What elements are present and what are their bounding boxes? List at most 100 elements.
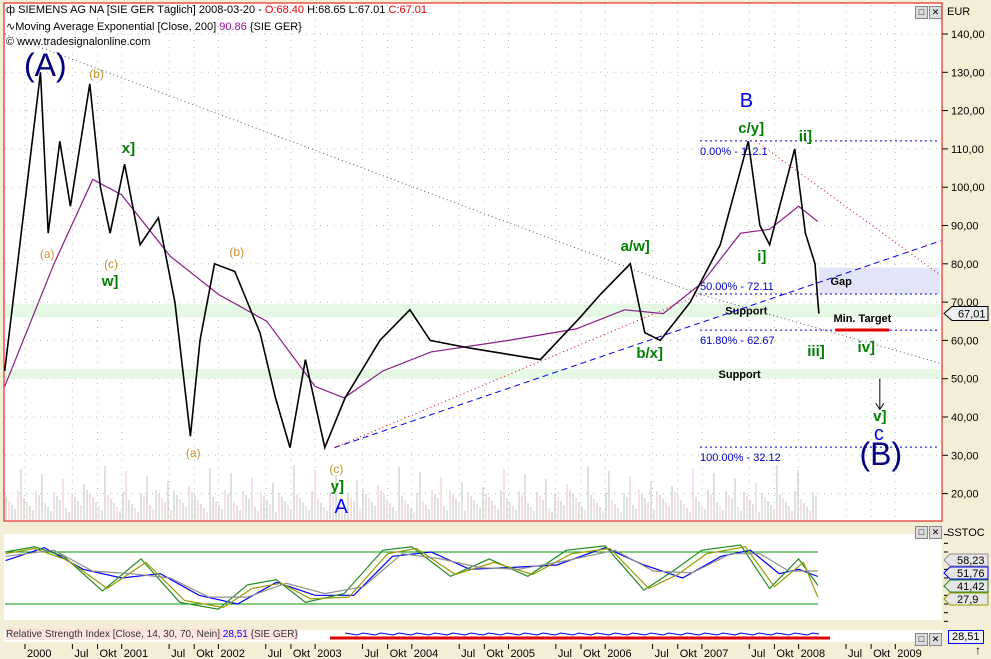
stoch-value-label: 41,42 — [957, 581, 985, 593]
stoch-close-button[interactable]: ✕ — [929, 526, 942, 539]
wave-label: v] — [873, 408, 886, 425]
y-tick-label: 120,00 — [951, 106, 985, 118]
stoch-line — [5, 549, 818, 598]
x-tick-label: Okt — [196, 648, 213, 659]
stoch-value-tag — [943, 553, 989, 567]
maximize-button[interactable]: □ — [915, 6, 928, 19]
wave-label: iv] — [858, 339, 876, 356]
copyright: © www.tradesignalonline.com — [6, 36, 151, 48]
close-value: C:67.01 — [388, 4, 427, 16]
x-tick-label: Jul — [364, 648, 378, 659]
x-tick-label: Okt — [583, 648, 600, 659]
x-tick-label: 2007 — [704, 648, 728, 659]
stoch-value-label: 27,9 — [957, 594, 978, 606]
wave-label: a/w] — [621, 238, 650, 255]
rsi-header: Relative Strength Index [Close, 14, 30, … — [6, 629, 298, 640]
x-tick-label: Okt — [100, 648, 117, 659]
close-button[interactable]: ✕ — [929, 6, 942, 19]
ma-value: 90.86 — [219, 21, 247, 33]
x-tick-label: 2001 — [124, 648, 148, 659]
high-low-values: H:68.65 L:67.01 — [304, 4, 389, 16]
x-tick-label: 2000 — [27, 648, 51, 659]
wave-label: (a) — [40, 247, 55, 261]
ma-icon: ∿ — [6, 21, 16, 33]
y-tick-label: 110,00 — [951, 144, 984, 156]
x-tick-label: 2005 — [511, 648, 535, 659]
x-tick-label: Okt — [680, 648, 697, 659]
rsi-line — [344, 632, 820, 636]
symbol-icon: ф — [6, 4, 19, 16]
zone-label: Support — [725, 306, 767, 318]
wave-label: y] — [331, 478, 344, 495]
wave-label: (a) — [186, 446, 201, 460]
stoch-value-label: 58,23 — [957, 555, 985, 567]
rsi-axis-value: 28,51 — [948, 630, 984, 644]
zone-gap — [818, 267, 940, 295]
ma-suffix: {SIE GER} — [246, 21, 302, 33]
x-tick-label: Jul — [268, 648, 282, 659]
x-tick-label: Okt — [390, 648, 407, 659]
zone-support — [5, 304, 940, 318]
wave-label: iii] — [807, 343, 825, 360]
last-price-tag — [943, 306, 989, 322]
wave-label: (b) — [89, 67, 104, 81]
wave-label: b/x] — [636, 345, 663, 362]
currency-label: EUR — [947, 6, 971, 18]
rsi-line: Relative Strength Index [Close, 14, 30, … — [6, 629, 223, 640]
wave-label: (B) — [859, 436, 902, 472]
y-tick-label: 90,00 — [951, 221, 979, 233]
wave-label: i] — [757, 248, 766, 265]
arrow-head — [875, 403, 885, 411]
fib-level-label: 0.00% - 112.1 — [700, 146, 768, 158]
ma-line: Moving Average Exponential [Close, 200] — [15, 21, 220, 33]
zone-support — [5, 369, 940, 379]
x-tick-label: Jul — [171, 648, 185, 659]
y-tick-label: 30,00 — [951, 450, 979, 462]
wave-label: w] — [101, 273, 119, 290]
y-tick-label: 130,00 — [951, 67, 985, 79]
stoch-line — [5, 546, 819, 609]
wave-label: c — [874, 423, 884, 445]
x-tick-label: 2003 — [317, 648, 341, 659]
wave-label: (c) — [104, 257, 118, 271]
x-tick-label: Jul — [74, 648, 88, 659]
y-tick-label: 60,00 — [951, 335, 979, 347]
price-line — [3, 72, 820, 451]
x-tick-label: Okt — [873, 648, 890, 659]
x-tick-label: Jul — [848, 648, 862, 659]
ma-header: ∿Moving Average Exponential [Close, 200]… — [6, 20, 302, 33]
x-tick-label: 2008 — [801, 648, 825, 659]
stoch-maximize-button[interactable]: □ — [915, 526, 928, 539]
scroll-up-arrow-icon[interactable]: ↑ — [975, 643, 981, 657]
trendline — [334, 240, 941, 449]
rsi-maximize-button[interactable]: □ — [915, 633, 928, 646]
zone-label: Gap — [830, 276, 852, 288]
rsi-close-button[interactable]: ✕ — [929, 633, 942, 646]
wave-label: A — [335, 496, 349, 518]
y-tick-label: 140,00 — [951, 29, 985, 41]
wave-label: x] — [122, 140, 135, 157]
x-tick-label: Jul — [461, 648, 475, 659]
wave-label: B — [740, 90, 753, 112]
last-price-label: 67,01 — [958, 309, 986, 321]
stoch-value-tag — [943, 579, 989, 593]
rsi-suffix: {SIE GER} — [247, 629, 298, 640]
min-target-label: Min. Target — [833, 313, 891, 325]
moving-average-line — [4, 178, 819, 399]
wave-label: (b) — [229, 245, 244, 259]
symbol-header: ф SIEMENS AG NA [SIE GER Täglich] 2008-0… — [6, 4, 427, 16]
open-value: O:68.40 — [264, 4, 305, 16]
wave-label: c/y] — [738, 120, 764, 137]
stoch-title: SSTOC — [947, 527, 985, 539]
wave-label: (c) — [329, 462, 343, 476]
x-tick-label: Okt — [486, 648, 503, 659]
trendline — [699, 293, 941, 364]
x-tick-label: Jul — [558, 648, 572, 659]
price-panel — [3, 2, 943, 522]
x-tick-label: 2006 — [607, 648, 631, 659]
fib-level-label: 100.00% - 32.12 — [700, 452, 781, 464]
symbol-line: SIEMENS AG NA [SIE GER Täglich] 2008-03-… — [18, 4, 265, 16]
wave-label: (A) — [24, 47, 67, 83]
y-tick-label: 50,00 — [951, 374, 979, 386]
zone-label: Support — [719, 369, 761, 381]
